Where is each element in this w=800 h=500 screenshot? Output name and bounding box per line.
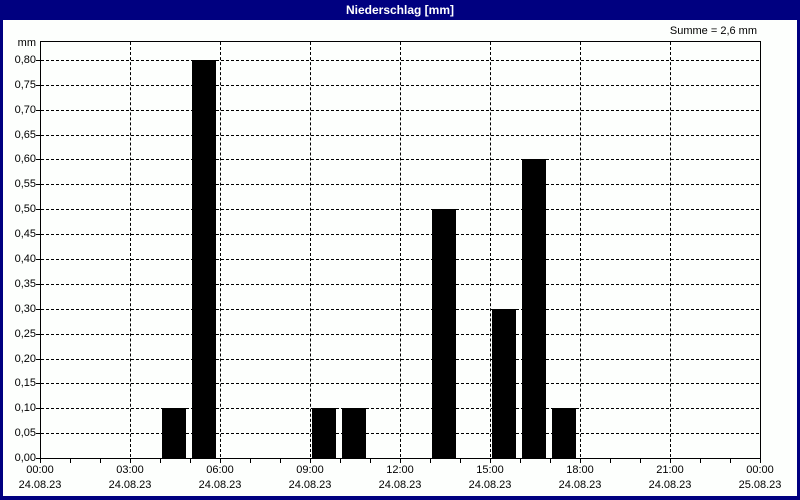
- y-tick-label: 0,55: [14, 178, 36, 190]
- precipitation-bar: [432, 209, 456, 458]
- x-tick: [640, 459, 641, 463]
- x-tick: [490, 459, 491, 463]
- y-tick-label: 0,15: [14, 377, 36, 389]
- sum-label: Summe = 2,6 mm: [669, 25, 757, 37]
- y-tick: [36, 284, 40, 285]
- y-tick-label: 0,20: [14, 353, 36, 365]
- x-gridline: [400, 42, 401, 457]
- y-tick: [36, 85, 40, 86]
- x-time-label: 12:00: [386, 464, 414, 476]
- x-gridline: [310, 42, 311, 457]
- precipitation-bar: [492, 309, 516, 458]
- y-tick: [36, 135, 40, 136]
- x-tick: [100, 459, 101, 463]
- x-gridline: [580, 42, 581, 457]
- x-date-label: 24.08.23: [378, 479, 422, 491]
- window-title: Niederschlag [mm]: [0, 0, 800, 20]
- x-time-label: 15:00: [476, 464, 504, 476]
- x-tick: [130, 459, 131, 463]
- y-tick-label: 0,80: [14, 54, 36, 66]
- y-tick: [36, 159, 40, 160]
- y-tick: [36, 110, 40, 111]
- x-tick: [670, 459, 671, 463]
- y-tick: [36, 209, 40, 210]
- y-tick: [36, 184, 40, 185]
- y-tick: [36, 334, 40, 335]
- y-tick-label: 0,35: [14, 278, 36, 290]
- x-date-label: 24.08.23: [18, 479, 62, 491]
- x-tick: [460, 459, 461, 463]
- x-tick: [160, 459, 161, 463]
- x-tick: [550, 459, 551, 463]
- x-tick: [280, 459, 281, 463]
- y-tick: [36, 259, 40, 260]
- x-time-label: 00:00: [26, 464, 54, 476]
- y-tick-label: 0,75: [14, 79, 36, 91]
- x-gridline: [220, 42, 221, 457]
- y-tick-label: 0,05: [14, 427, 36, 439]
- y-tick-label: 0,45: [14, 228, 36, 240]
- y-tick-label: 0,60: [14, 153, 36, 165]
- y-tick-label: 0,70: [14, 104, 36, 116]
- x-tick: [520, 459, 521, 463]
- y-tick: [36, 433, 40, 434]
- x-time-label: 09:00: [296, 464, 324, 476]
- x-tick: [70, 459, 71, 463]
- y-tick: [36, 359, 40, 360]
- y-tick: [36, 458, 40, 459]
- x-date-label: 24.08.23: [558, 479, 602, 491]
- y-tick: [36, 60, 40, 61]
- x-tick: [730, 459, 731, 463]
- x-date-label: 25.08.23: [738, 479, 782, 491]
- x-tick: [400, 459, 401, 463]
- x-tick: [220, 459, 221, 463]
- y-tick-label: 0,25: [14, 328, 36, 340]
- x-gridline: [130, 42, 131, 457]
- x-date-label: 24.08.23: [198, 479, 242, 491]
- x-tick: [760, 459, 761, 463]
- y-tick-label: 0,30: [14, 303, 36, 315]
- x-gridline: [670, 42, 671, 457]
- y-tick: [36, 234, 40, 235]
- x-time-label: 03:00: [116, 464, 144, 476]
- x-tick: [310, 459, 311, 463]
- x-tick: [190, 459, 191, 463]
- x-date-label: 24.08.23: [108, 479, 152, 491]
- plot-area: [40, 41, 761, 459]
- x-tick: [700, 459, 701, 463]
- x-tick: [40, 459, 41, 463]
- y-tick-label: 0,50: [14, 203, 36, 215]
- x-tick: [610, 459, 611, 463]
- precipitation-bar: [522, 159, 546, 458]
- y-tick-label: 0,10: [14, 402, 36, 414]
- x-tick: [370, 459, 371, 463]
- precipitation-bar: [342, 408, 366, 458]
- y-tick-label: 0,40: [14, 253, 36, 265]
- x-time-label: 06:00: [206, 464, 234, 476]
- x-gridline: [490, 42, 491, 457]
- x-date-label: 24.08.23: [648, 479, 692, 491]
- x-time-label: 00:00: [746, 464, 774, 476]
- x-tick: [340, 459, 341, 463]
- y-tick: [36, 309, 40, 310]
- x-time-label: 21:00: [656, 464, 684, 476]
- precipitation-bar: [312, 408, 336, 458]
- x-date-label: 24.08.23: [288, 479, 332, 491]
- y-tick: [36, 408, 40, 409]
- y-tick-label: 0,65: [14, 129, 36, 141]
- precipitation-bar: [552, 408, 576, 458]
- precipitation-bar: [162, 408, 186, 458]
- x-date-label: 24.08.23: [468, 479, 512, 491]
- y-axis-unit-label: mm: [17, 37, 36, 49]
- x-tick: [430, 459, 431, 463]
- precipitation-bar: [192, 60, 216, 458]
- y-tick: [36, 383, 40, 384]
- x-time-label: 18:00: [566, 464, 594, 476]
- y-tick-label: 0,00: [14, 452, 36, 464]
- x-tick: [250, 459, 251, 463]
- x-tick: [580, 459, 581, 463]
